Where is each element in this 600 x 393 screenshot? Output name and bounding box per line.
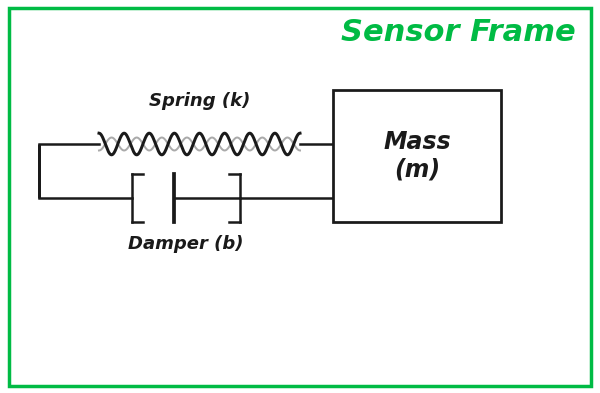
Text: Sensor Frame: Sensor Frame — [341, 18, 576, 47]
Text: Mass
(m): Mass (m) — [383, 130, 451, 182]
Text: Spring (k): Spring (k) — [149, 92, 250, 110]
Text: Damper (b): Damper (b) — [128, 235, 244, 253]
Bar — [333, 90, 501, 222]
